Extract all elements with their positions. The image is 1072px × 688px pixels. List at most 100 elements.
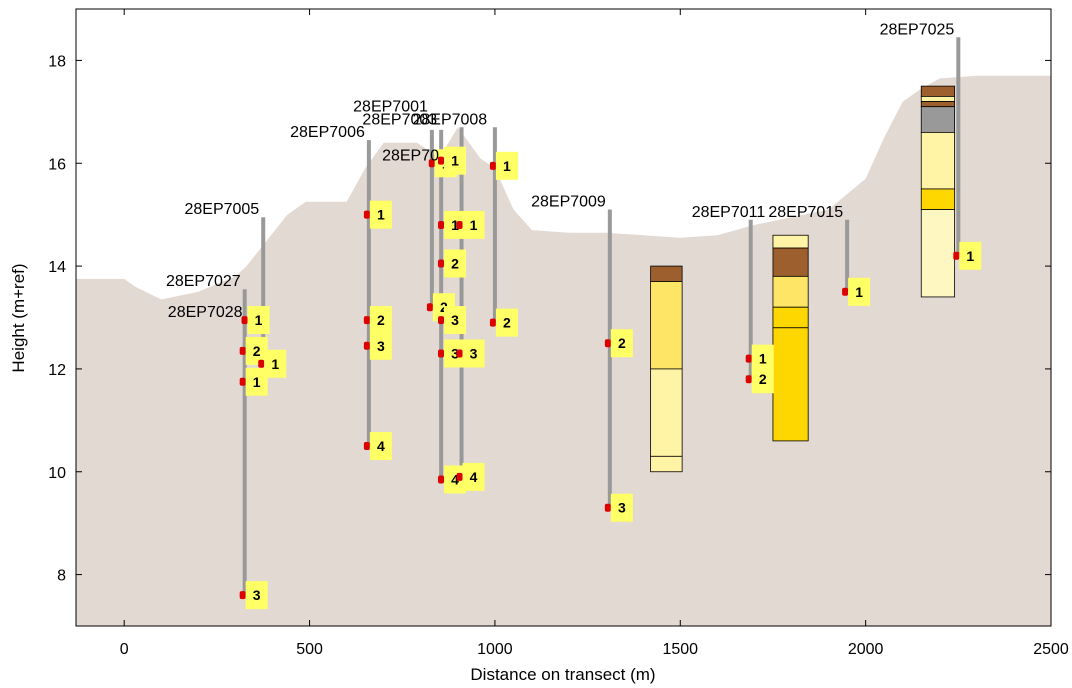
column-2-layer-4 <box>772 306 809 329</box>
sample-marker <box>456 220 463 229</box>
sample-number: 3 <box>470 345 478 361</box>
sample-badge <box>444 306 467 335</box>
sample-number: 1 <box>253 374 261 390</box>
y-axis-title: Height (m+ref) <box>9 263 28 372</box>
x-tick-label: 2500 <box>1033 641 1069 658</box>
core-label: 28EP7005 <box>184 201 259 218</box>
y-tick-label: 8 <box>57 568 66 585</box>
sample-badge <box>245 336 268 365</box>
sample-badge <box>245 581 268 610</box>
column-3-layer-4 <box>920 106 956 133</box>
sample-marker <box>438 220 445 229</box>
x-tick-label: 2000 <box>848 641 884 658</box>
column-2-layer-5 <box>772 327 809 442</box>
y-tick-label: 16 <box>48 156 66 173</box>
sample-markers: 3121112341121123334412231211 <box>239 146 982 610</box>
sample-badge <box>369 306 392 335</box>
sample-number: 2 <box>759 371 767 387</box>
column-3-layer-1 <box>920 85 956 97</box>
core-label: 28EP70 <box>382 147 439 164</box>
sample-number: 3 <box>618 500 626 516</box>
sample-marker <box>239 346 246 355</box>
sample-number: 3 <box>377 338 385 354</box>
sample-number: 1 <box>855 284 863 300</box>
sample-number: 1 <box>503 158 511 174</box>
sample-number: 3 <box>451 312 459 328</box>
sample-badge <box>264 349 287 378</box>
terrain-layer <box>76 75 1051 626</box>
column-3-layer-6 <box>920 188 956 210</box>
core-lines <box>242 37 961 596</box>
column-1-layer-2 <box>650 281 683 370</box>
sample-badge <box>462 339 485 368</box>
sample-badge <box>610 493 633 522</box>
sample-marker <box>428 159 435 168</box>
sample-marker <box>438 156 445 165</box>
sample-marker <box>363 316 370 325</box>
sample-marker <box>604 503 611 512</box>
sample-number: 3 <box>253 587 261 603</box>
sample-marker <box>438 475 445 484</box>
core-label: 28EP7028 <box>168 304 243 321</box>
sample-marker <box>745 375 752 384</box>
sample-badge <box>751 365 774 394</box>
sample-marker <box>842 287 849 296</box>
sample-marker <box>745 354 752 363</box>
x-tick-label: 1500 <box>662 641 698 658</box>
sample-marker <box>426 303 433 312</box>
sample-badge <box>444 210 467 239</box>
y-tick-label: 18 <box>48 53 66 70</box>
core-label: 28EP7011 <box>692 204 766 221</box>
sample-marker <box>363 210 370 219</box>
sample-badge <box>369 200 392 229</box>
sample-number: 2 <box>440 299 448 315</box>
x-tick-label: 500 <box>296 641 323 658</box>
sample-badge <box>495 151 518 180</box>
core-label: 28EP7003 <box>362 111 437 128</box>
sample-number: 2 <box>253 343 261 359</box>
sample-badge <box>369 432 392 461</box>
sample-badge <box>495 308 518 337</box>
core-label: 28EP7027 <box>166 273 241 290</box>
core-label: 28EP7006 <box>290 124 365 141</box>
sample-badge <box>610 329 633 358</box>
plot-area: 3121112341121123334412231211 28EP702728E… <box>75 8 1052 627</box>
sample-marker <box>241 316 248 325</box>
sample-marker <box>953 251 960 260</box>
core-label: 28EP7015 <box>768 204 843 221</box>
terrain-fill <box>76 75 1051 626</box>
core-label: 28EP7001 <box>353 98 428 115</box>
x-tick-label: 0 <box>120 641 129 658</box>
sample-badge <box>848 277 871 306</box>
column-3-layer-2 <box>920 96 956 102</box>
sample-badge <box>959 241 982 270</box>
sample-marker <box>456 472 463 481</box>
sample-badge <box>444 249 467 278</box>
sample-badge <box>462 210 485 239</box>
sample-number: 2 <box>377 312 385 328</box>
sample-number: 2 <box>503 315 511 331</box>
sample-marker <box>438 259 445 268</box>
column-3-layer-7 <box>920 209 956 298</box>
column-1-layer-4 <box>650 455 683 473</box>
sample-number: 1 <box>451 153 459 169</box>
sample-number: 1 <box>759 351 767 367</box>
sample-marker <box>456 349 463 358</box>
sample-number: 1 <box>470 217 478 233</box>
sample-marker <box>258 359 265 368</box>
sample-number: 1 <box>966 248 974 264</box>
sample-number: 2 <box>618 335 626 351</box>
sample-number: 2 <box>451 256 459 272</box>
sample-marker <box>604 339 611 348</box>
sample-marker <box>239 591 246 600</box>
sample-number: 1 <box>451 217 459 233</box>
sample-marker <box>438 316 445 325</box>
column-3-layer-3 <box>920 101 956 108</box>
sample-number: 4 <box>451 471 459 487</box>
column-2-layer-3 <box>772 275 809 308</box>
x-axis-title: Distance on transect (m) <box>470 665 655 684</box>
sample-badge <box>444 465 467 494</box>
sample-badge <box>444 146 467 175</box>
